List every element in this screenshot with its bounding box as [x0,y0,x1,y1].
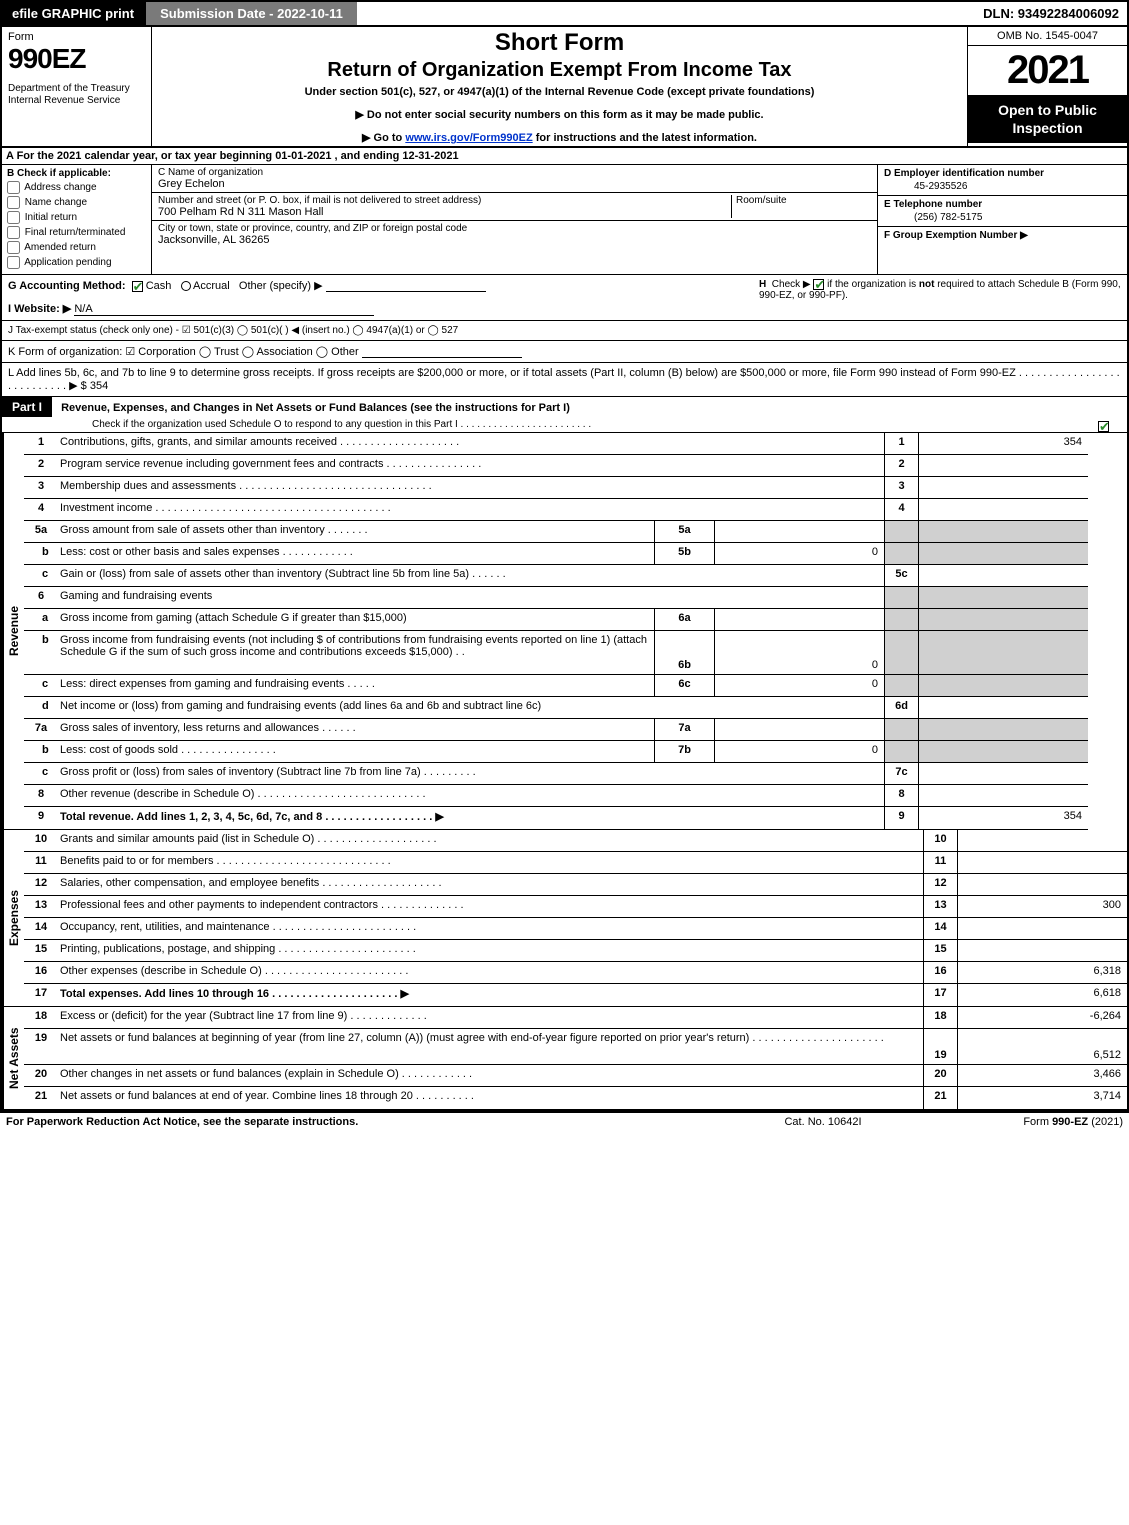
cb-address-change[interactable]: Address change [7,181,146,194]
amt-line-6d [918,697,1088,718]
amt-line-18: -6,264 [957,1007,1127,1028]
line-g-h: G Accounting Method: Cash Accrual Other … [2,275,1127,321]
amt-line-9: 354 [918,807,1088,829]
amt-line-5c [918,565,1088,586]
subtitle: Under section 501(c), 527, or 4947(a)(1)… [158,86,961,98]
amt-line-21: 3,714 [957,1087,1127,1109]
g-label: G Accounting Method: [8,280,126,292]
section-b-header: B Check if applicable: [7,168,111,179]
amt-line-12 [957,874,1127,895]
amt-line-7a [714,719,884,740]
ein-value: 45-2935526 [884,181,1121,192]
part-i-bar: Part I [2,397,52,417]
top-bar: efile GRAPHIC print Submission Date - 20… [2,2,1127,27]
amt-line-13: 300 [957,896,1127,917]
form-label: Form [8,31,145,43]
section-b: B Check if applicable: Address change Na… [2,165,152,274]
org-name-label: C Name of organization [158,167,871,178]
cb-accrual[interactable] [181,281,191,291]
amt-line-19: 6,512 [957,1029,1127,1064]
revenue-section: Revenue 1Contributions, gifts, grants, a… [2,433,1088,830]
expenses-side-label: Expenses [2,830,24,1006]
amt-line-3 [918,477,1088,498]
i-label: I Website: ▶ [8,303,71,315]
amt-line-7b: 0 [714,741,884,762]
city-label: City or town, state or province, country… [158,223,871,234]
line-l: L Add lines 5b, 6c, and 7b to line 9 to … [2,363,1127,397]
group-exemption-label: F Group Exemption Number ▶ [884,230,1028,241]
cb-schedule-b-not-required[interactable] [813,279,824,290]
instructions-line: ▶ Go to www.irs.gov/Form990EZ for instru… [158,131,961,144]
revenue-side-label: Revenue [2,433,24,829]
amt-line-8 [918,785,1088,806]
amt-line-11 [957,852,1127,873]
amt-line-14 [957,918,1127,939]
irs-link[interactable]: www.irs.gov/Form990EZ [405,132,532,144]
department: Department of the Treasury Internal Reve… [8,83,145,107]
net-assets-section: Net Assets 18Excess or (deficit) for the… [2,1007,1127,1111]
part-i-header: Part I Revenue, Expenses, and Changes in… [2,397,1127,433]
expenses-section: Expenses 10Grants and similar amounts pa… [2,830,1127,1007]
line-h: H Check ▶ if the organization is not req… [751,279,1121,316]
cb-initial-return[interactable]: Initial return [7,211,146,224]
section-bcd: B Check if applicable: Address change Na… [2,165,1127,275]
form-ref: Form 990-EZ (2021) [923,1116,1123,1128]
cb-cash[interactable] [132,281,143,292]
catalog-number: Cat. No. 10642I [723,1116,923,1128]
org-name: Grey Echelon [158,178,225,190]
website-value: N/A [74,303,374,316]
amt-line-17: 6,618 [957,984,1127,1006]
title-short-form: Short Form [158,29,961,57]
warning-ssn: ▶ Do not enter social security numbers o… [158,108,961,121]
form-number: 990EZ [8,43,145,75]
cb-schedule-o-used[interactable] [1098,421,1109,432]
dln: DLN: 93492284006092 [975,2,1127,25]
amt-line-15 [957,940,1127,961]
amt-line-5a [714,521,884,542]
net-assets-side-label: Net Assets [2,1007,24,1109]
other-org-input[interactable] [362,346,522,358]
amt-line-7c [918,763,1088,784]
title-return: Return of Organization Exempt From Incom… [158,59,961,82]
amt-line-20: 3,466 [957,1065,1127,1086]
part-i-title: Revenue, Expenses, and Changes in Net As… [55,402,570,414]
tel-label: E Telephone number [884,199,982,210]
ein-label: D Employer identification number [884,168,1044,179]
room-label: Room/suite [736,195,871,206]
tax-year: 2021 [968,46,1127,95]
amt-line-5b: 0 [714,543,884,564]
amt-line-6a [714,609,884,630]
street-value: 700 Pelham Rd N 311 Mason Hall [158,206,324,218]
amt-line-6c: 0 [714,675,884,696]
amt-line-2 [918,455,1088,476]
tel-value: (256) 782-5175 [884,212,1121,223]
line-k: K Form of organization: ☑ Corporation ◯ … [2,341,1127,363]
page-footer: For Paperwork Reduction Act Notice, see … [0,1113,1129,1131]
amt-line-1: 354 [918,433,1088,454]
efile-label: efile GRAPHIC print [2,2,144,25]
street-label: Number and street (or P. O. box, if mail… [158,195,731,206]
form-header: Form 990EZ Department of the Treasury In… [2,27,1127,148]
section-d: D Employer identification number 45-2935… [877,165,1127,274]
section-c: C Name of organization Grey Echelon Numb… [152,165,877,274]
open-to-public: Open to Public Inspection [968,95,1127,143]
cb-amended-return[interactable]: Amended return [7,241,146,254]
cb-application-pending[interactable]: Application pending [7,256,146,269]
line-a: A For the 2021 calendar year, or tax yea… [2,148,1127,165]
submission-date: Submission Date - 2022-10-11 [144,2,357,25]
cb-final-return[interactable]: Final return/terminated [7,226,146,239]
cb-name-change[interactable]: Name change [7,196,146,209]
city-value: Jacksonville, AL 36265 [158,234,270,246]
amt-line-16: 6,318 [957,962,1127,983]
other-specify-input[interactable] [326,280,486,292]
line-j: J Tax-exempt status (check only one) - ☑… [2,321,1127,341]
paperwork-notice: For Paperwork Reduction Act Notice, see … [6,1116,723,1128]
amt-line-10 [957,830,1127,851]
amt-line-6b: 0 [714,631,884,674]
amt-line-4 [918,499,1088,520]
omb-number: OMB No. 1545-0047 [968,27,1127,46]
gross-receipts-amount: 354 [90,380,108,392]
